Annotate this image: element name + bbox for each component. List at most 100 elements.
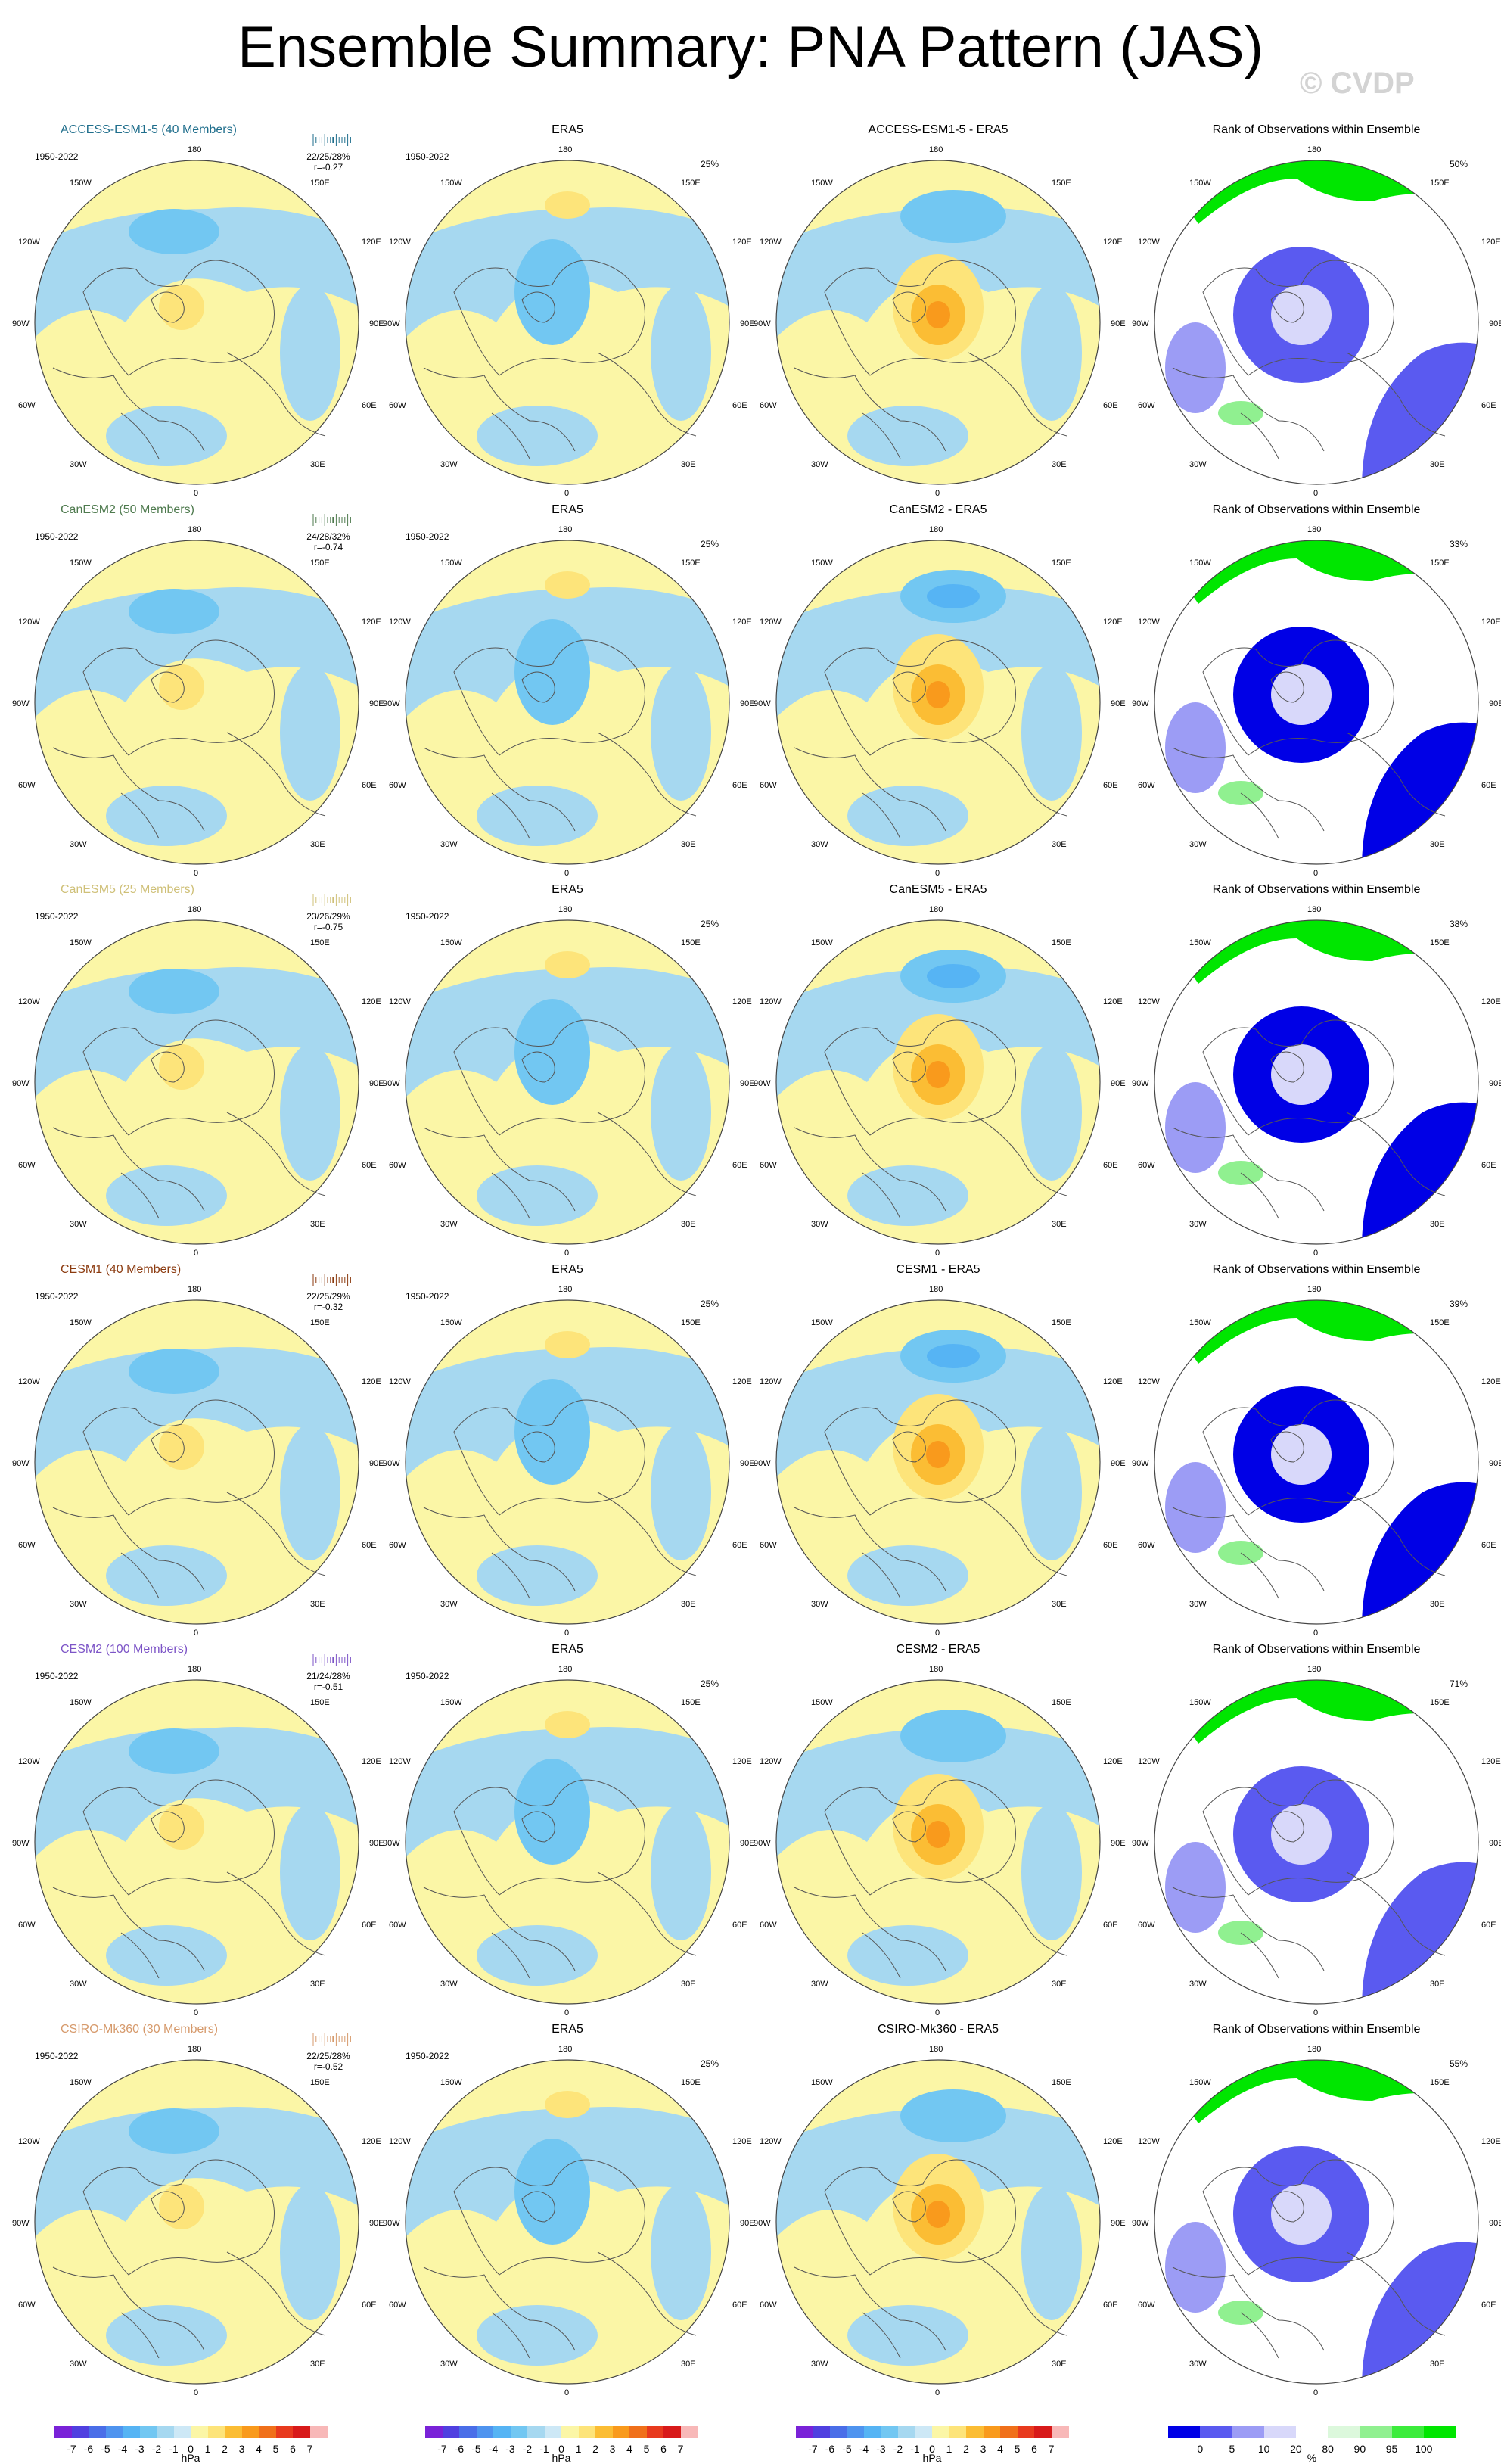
colorbar-swatch: [510, 2426, 528, 2438]
map-boundary: [34, 919, 359, 1245]
ensemble-stats: 22/25/28% r=-0.27: [306, 151, 351, 173]
coastlines: [52, 260, 326, 459]
lon-label-r5: 30E: [310, 840, 325, 849]
rank-pct: 33%: [1450, 539, 1468, 549]
lon-label-r1: 150E: [1052, 1698, 1071, 1707]
lon-label-l4: 60W: [760, 1541, 777, 1550]
colorbar-swatch: [847, 2426, 865, 2438]
colorbar-tick-label: 7: [677, 2443, 684, 2455]
lon-label-l2: 120W: [389, 618, 411, 627]
lon-label-l3: 90W: [754, 699, 771, 708]
colorbar-tick-label: 7: [1048, 2443, 1055, 2455]
colorbar-tick-label: -3: [876, 2443, 886, 2455]
map-boundary: [34, 540, 359, 865]
lon-label-r2: 120E: [732, 2137, 752, 2146]
colorbar-swatch: [275, 2426, 294, 2438]
lon-label-bottom: 0: [194, 1629, 199, 1638]
lon-label-r5: 30E: [1052, 1980, 1067, 1989]
rank-map-1: Rank of Observations within Ensemble 50% 1…: [1132, 121, 1501, 499]
lon-label-r3: 90E: [1489, 699, 1501, 708]
coastlines: [423, 260, 697, 459]
lon-label-top: 180: [188, 905, 202, 914]
lon-label-l2: 120W: [389, 2137, 411, 2146]
coastlines: [1172, 1399, 1446, 1599]
lon-label-l5: 30W: [70, 1220, 87, 1229]
lon-label-r5: 30E: [1430, 1220, 1445, 1229]
colorbar-swatch: [629, 2426, 647, 2438]
model-map-6: CSIRO-Mk360 (30 Members) 1950-2022 22/25/2…: [12, 2021, 384, 2399]
lon-label-r1: 150E: [681, 2078, 701, 2087]
colorbar-swatch: [646, 2426, 664, 2438]
ensemble-tick-wrap: [312, 1273, 354, 1290]
lon-label-bottom: 0: [935, 1249, 940, 1258]
ensemble-tick-marks: [312, 134, 351, 146]
lon-label-r2: 120E: [1103, 618, 1123, 627]
colorbar-swatch: [241, 2426, 259, 2438]
ensemble-tick-marks: [312, 2033, 351, 2046]
colorbar-tick-label: 6: [1031, 2443, 1037, 2455]
colorbar-tick-label: -4: [117, 2443, 128, 2455]
lon-label-r3: 90E: [369, 1839, 384, 1848]
lon-label-bottom: 0: [935, 1629, 940, 1638]
colorbar-tick-label: -2: [151, 2443, 162, 2455]
lon-label-r4: 60E: [732, 2301, 747, 2310]
colorbar-tick-label: -2: [522, 2443, 533, 2455]
map-boundary: [34, 1299, 359, 1625]
obs-map-6: ERA5 1950-2022 25% 180 0 150W 150E 120W 120E 90W 9…: [383, 2021, 755, 2399]
lon-label-r3: 90E: [740, 699, 755, 708]
lon-label-top: 180: [929, 145, 943, 154]
period-label: 1950-2022: [35, 1291, 79, 1302]
lon-label-top: 180: [558, 525, 573, 534]
lon-label-l5: 30W: [70, 1980, 87, 1989]
lon-label-r1: 150E: [1052, 558, 1071, 568]
lon-label-l1: 150W: [811, 938, 833, 947]
coastlines: [52, 2159, 326, 2359]
period-label: 1950-2022: [406, 151, 449, 162]
lon-label-l2: 120W: [18, 2137, 40, 2146]
lon-label-bottom: 0: [564, 869, 570, 878]
map-boundary: [1154, 2059, 1479, 2385]
lon-label-r3: 90E: [740, 1459, 755, 1468]
diff-map-1: ACCESS-ESM1-5 - ERA5 180 0 150W 150E 120W 120E…: [754, 121, 1126, 499]
coastlines: [794, 1399, 1067, 1599]
lon-label-r3: 90E: [1111, 699, 1126, 708]
lon-label-l3: 90W: [754, 1839, 771, 1848]
colorbar-rank: 0 5 10 20 80 90 95 100%: [1168, 2426, 1456, 2464]
colorbar-swatch: [1034, 2426, 1052, 2438]
lon-label-r1: 150E: [310, 1698, 330, 1707]
obs-map-1: ERA5 1950-2022 25% 180 0 150W 150E 120W 120E 90W 9…: [383, 121, 755, 499]
lon-label-r2: 120E: [1103, 997, 1123, 1006]
period-label: 1950-2022: [35, 151, 79, 162]
lon-label-r3: 90E: [369, 319, 384, 328]
model-map-1: ACCESS-ESM1-5 (40 Members) 1950-2022 22/25…: [12, 121, 384, 499]
lon-label-r1: 150E: [1052, 179, 1071, 188]
obs-map-2: ERA5 1950-2022 25% 180 0 150W 150E 120W 120E 90W 9…: [383, 501, 755, 879]
lon-label-l5: 30W: [1189, 1220, 1207, 1229]
colorbar-tick-label: 1: [946, 2443, 952, 2455]
obs-pct: 25%: [701, 919, 719, 929]
panel-title: ERA5: [552, 1263, 583, 1276]
watermark: © CVDP: [1300, 67, 1415, 100]
lon-label-r4: 60E: [1103, 401, 1118, 410]
map-boundary: [775, 1299, 1101, 1625]
lon-label-l3: 90W: [12, 319, 30, 328]
colorbar-unit: hPa: [181, 2452, 200, 2464]
colorbar-tick-label: -3: [135, 2443, 145, 2455]
polar-map: [34, 2059, 359, 2385]
lon-label-bottom: 0: [1313, 1629, 1319, 1638]
lon-label-top: 180: [929, 2045, 943, 2054]
stats-correlation: r=-0.75: [313, 922, 343, 932]
lon-label-r3: 90E: [1489, 2219, 1501, 2228]
coastlines: [1172, 1779, 1446, 1979]
lon-label-l3: 90W: [1132, 319, 1149, 328]
lon-label-bottom: 0: [935, 2388, 940, 2397]
lon-label-l4: 60W: [18, 781, 36, 790]
lon-label-l5: 30W: [811, 1220, 828, 1229]
lon-label-l2: 120W: [760, 238, 782, 247]
map-boundary: [1154, 160, 1479, 485]
colorbar-swatch: [881, 2426, 899, 2438]
lon-label-l2: 120W: [1138, 618, 1160, 627]
colorbar-tick-label: 90: [1353, 2443, 1366, 2455]
colorbar-tick-label: 0: [929, 2443, 935, 2455]
lon-label-l4: 60W: [389, 781, 406, 790]
